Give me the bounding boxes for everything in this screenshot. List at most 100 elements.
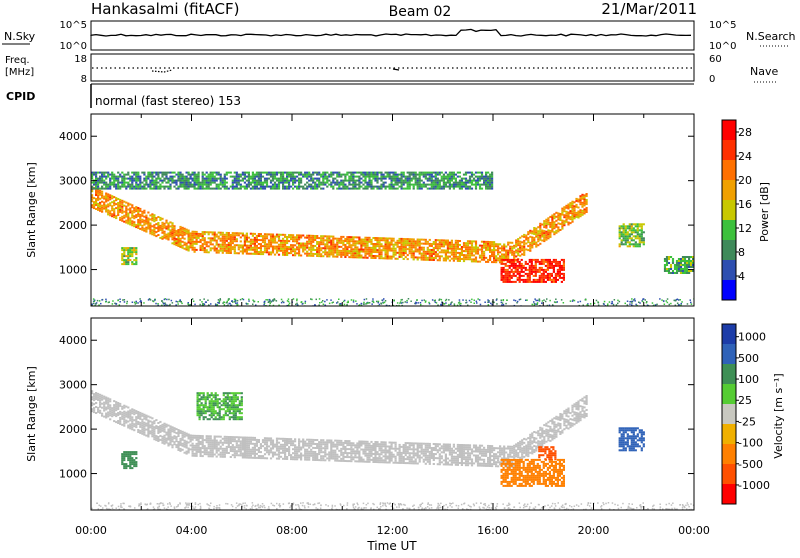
data-cell (254, 245, 256, 247)
data-cell (342, 244, 344, 246)
data-cell (111, 178, 113, 180)
data-cell (395, 258, 397, 260)
data-cell (159, 421, 161, 423)
data-cell (672, 262, 674, 264)
data-cell (99, 190, 101, 192)
data-cell (135, 176, 137, 178)
noise-speckle (465, 302, 467, 304)
data-cell (127, 203, 129, 205)
data-cell (553, 265, 555, 267)
data-cell (344, 246, 346, 248)
data-cell (129, 253, 131, 255)
data-cell (99, 176, 101, 178)
noise-speckle (526, 299, 528, 301)
data-cell (163, 178, 165, 180)
data-cell (310, 237, 312, 239)
data-cell (298, 172, 300, 174)
data-cell (306, 235, 308, 237)
data-cell (447, 182, 449, 184)
data-cell (141, 211, 143, 213)
data-cell (226, 182, 228, 184)
data-cell (370, 182, 372, 184)
data-cell (385, 255, 387, 257)
data-cell (125, 186, 127, 188)
noise-speckle (410, 301, 412, 303)
data-cell (403, 176, 405, 178)
data-cell (397, 240, 399, 242)
data-cell (413, 240, 415, 242)
data-cell (583, 194, 585, 196)
data-cell (676, 272, 678, 274)
data-cell (583, 198, 585, 200)
data-cell (101, 180, 103, 182)
data-cell (115, 403, 117, 405)
data-cell (298, 242, 300, 244)
noise-speckle (487, 299, 489, 301)
data-cell (143, 228, 145, 230)
data-cell (360, 239, 362, 241)
data-cell (250, 233, 252, 235)
data-cell (487, 176, 489, 178)
data-cell (551, 219, 553, 221)
data-cell (161, 218, 163, 220)
data-cell (220, 248, 222, 250)
data-cell (340, 176, 342, 178)
data-cell (109, 412, 111, 414)
data-cell (493, 257, 495, 259)
data-cell (449, 246, 451, 248)
data-cell (635, 235, 637, 237)
noise-speckle (488, 304, 490, 306)
data-cell (358, 243, 360, 245)
data-cell (451, 250, 453, 252)
data-cell (101, 186, 103, 188)
data-cell (505, 265, 507, 267)
data-cell (123, 184, 125, 186)
data-cell (99, 398, 101, 400)
data-cell (374, 243, 376, 245)
data-cell (385, 237, 387, 239)
data-cell (443, 180, 445, 182)
data-cell (521, 235, 523, 237)
data-cell (631, 231, 633, 233)
data-cell (479, 186, 481, 188)
data-cell (99, 178, 101, 180)
data-cell (451, 240, 453, 242)
data-cell (121, 412, 123, 414)
data-cell (216, 242, 218, 244)
data-cell (676, 266, 678, 268)
data-cell (304, 184, 306, 186)
data-cell (330, 174, 332, 176)
data-cell (429, 259, 431, 261)
data-cell (561, 208, 563, 210)
data-cell (171, 428, 173, 430)
data-cell (517, 265, 519, 267)
noise-speckle (659, 298, 661, 300)
data-cell (507, 269, 509, 271)
data-cell (403, 180, 405, 182)
noise-speckle (247, 303, 249, 305)
data-cell (543, 261, 545, 263)
data-cell (465, 174, 467, 176)
data-cell (529, 279, 531, 281)
data-cell (417, 249, 419, 251)
data-cell (565, 219, 567, 221)
data-cell (316, 249, 318, 251)
data-cell (270, 188, 272, 190)
data-cell (131, 186, 133, 188)
data-cell (111, 174, 113, 176)
data-cell (395, 184, 397, 186)
data-cell (167, 227, 169, 229)
data-cell (465, 244, 467, 246)
data-cell (451, 174, 453, 176)
data-cell (99, 182, 101, 184)
data-cell (236, 172, 238, 174)
data-cell (163, 439, 165, 441)
data-cell (324, 235, 326, 237)
data-cell (391, 188, 393, 190)
data-cell (427, 241, 429, 243)
data-cell (109, 400, 111, 402)
data-cell (232, 186, 234, 188)
data-cell (401, 254, 403, 256)
data-cell (449, 184, 451, 186)
data-cell (519, 281, 521, 283)
